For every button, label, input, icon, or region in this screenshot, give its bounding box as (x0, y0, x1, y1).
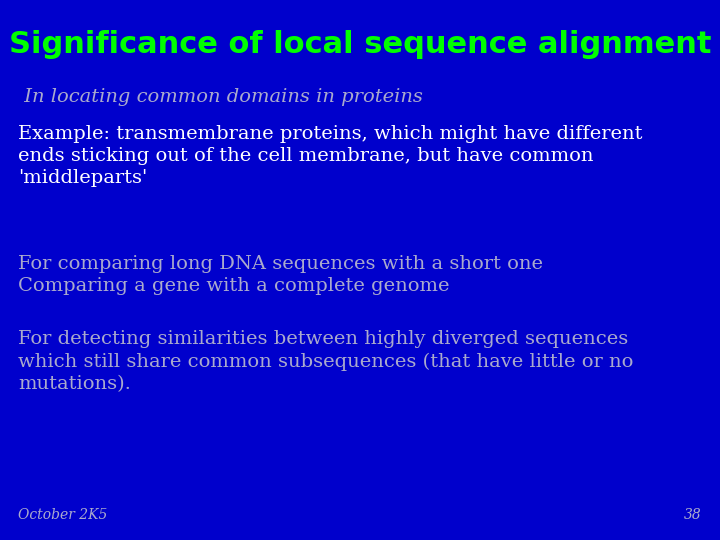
Text: In locating common domains in proteins: In locating common domains in proteins (18, 88, 423, 106)
Text: For comparing long DNA sequences with a short one
Comparing a gene with a comple: For comparing long DNA sequences with a … (18, 255, 543, 295)
Text: October 2K5: October 2K5 (18, 508, 107, 522)
Text: Example: transmembrane proteins, which might have different
ends sticking out of: Example: transmembrane proteins, which m… (18, 125, 642, 187)
Text: Significance of local sequence alignment: Significance of local sequence alignment (9, 30, 711, 59)
Text: For detecting similarities between highly diverged sequences
which still share c: For detecting similarities between highl… (18, 330, 634, 393)
Text: 38: 38 (684, 508, 702, 522)
